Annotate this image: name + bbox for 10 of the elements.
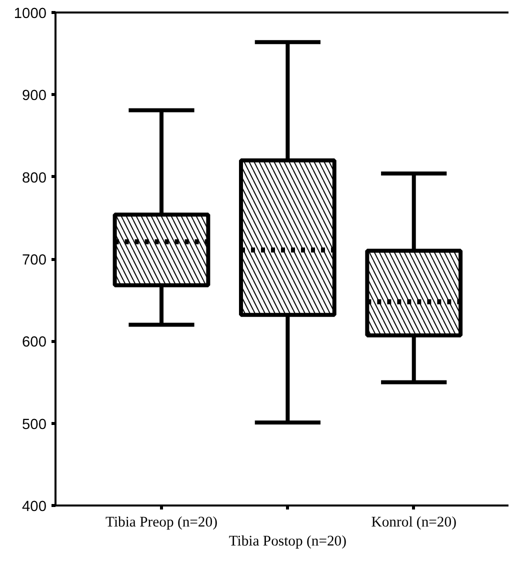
x-tick-label: Tibia Preop (n=20) [106,514,218,530]
y-tick-label: 800 [22,170,47,186]
x-tick-label: Konrol (n=20) [371,514,457,530]
y-tick-label: 700 [22,252,47,268]
x-tick-label: Tibia Postop (n=20) [228,534,347,550]
y-tick-label: 500 [22,416,47,433]
y-tick-label: 900 [22,88,47,104]
y-tick-label: 400 [22,499,47,515]
y-tick-label: 1000 [14,6,47,22]
y-tick-label: 600 [22,334,47,351]
